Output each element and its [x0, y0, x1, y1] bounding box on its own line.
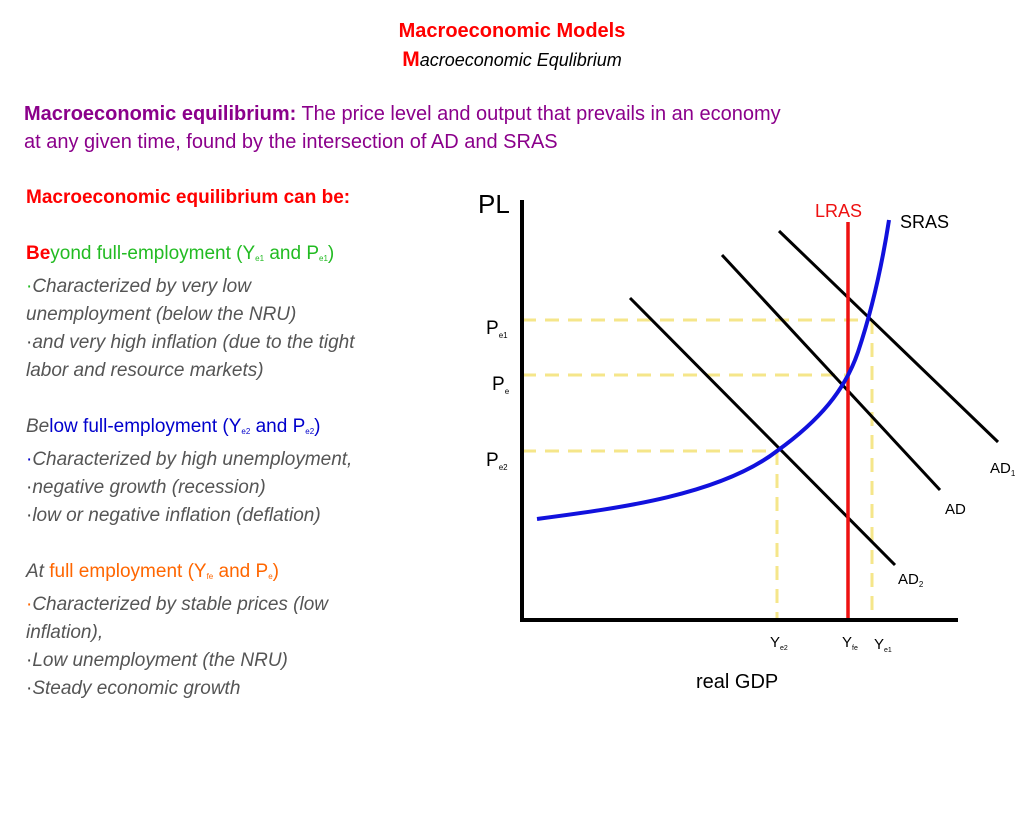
below-mid: and P: [250, 416, 306, 437]
list-item: ·and very high inflation (due to the tig…: [26, 332, 355, 353]
below-prefix: Be: [26, 416, 50, 437]
list-item: ·Low unemployment (the NRU): [26, 650, 288, 671]
at-text: full employment (Y: [43, 561, 207, 582]
beyond-text: yond full-employment (Y: [50, 243, 256, 264]
lras-label: LRAS: [815, 201, 862, 221]
x-axis-label: real GDP: [696, 671, 778, 693]
at-mid: and P: [213, 561, 269, 582]
axes: [520, 200, 958, 622]
page-title: Macroeconomic Models: [398, 20, 626, 42]
at-close: ): [272, 561, 279, 582]
ad-label: AD: [945, 501, 966, 518]
beyond-full-employment-heading: Beyond full-employment (Ye1 and Pe1): [26, 240, 446, 273]
ad-curve: [720, 253, 942, 492]
pe1-label: Pe1: [486, 318, 508, 340]
list-item: ·Characterized by very low: [26, 276, 251, 297]
beyond-sub-p: e1: [319, 254, 328, 263]
at-sub-y: fe: [206, 572, 214, 581]
subtitle-initial: M: [402, 48, 420, 71]
equilibrium-types-list: Macroeconomic equilibrium can be: Beyond…: [26, 184, 446, 703]
pe-label: Pe: [492, 374, 510, 396]
ad1-label: AD1: [990, 460, 1016, 478]
pe2-label: Pe2: [486, 450, 508, 472]
sras-curve: [536, 219, 891, 521]
list-item: ·Characterized by stable prices (low: [26, 594, 329, 615]
page-subtitle: Macroeconomic Equlibrium: [0, 48, 1024, 72]
below-sub-y: e2: [241, 427, 251, 436]
definition-paragraph: Macroeconomic equilibrium: The price lev…: [24, 100, 984, 156]
list-item: ·Steady economic growth: [26, 678, 241, 699]
list-item: ·Characterized by high unemployment,: [26, 449, 353, 470]
y-axis-label: PL: [478, 189, 510, 219]
ad2-label: AD2: [898, 571, 924, 589]
beyond-close: ): [327, 243, 335, 264]
list-heading: Macroeconomic equilibrium can be:: [26, 187, 351, 208]
beyond-mid: and P: [264, 243, 320, 264]
below-close: ): [314, 416, 321, 437]
ye1-label: Ye1: [874, 636, 892, 654]
sras-label: SRAS: [900, 212, 949, 232]
definition-term: Macroeconomic equilibrium:: [24, 103, 297, 125]
ad1-curve: [777, 229, 1000, 444]
ad2-curve: [628, 296, 897, 567]
at-sub-p: e: [268, 572, 273, 581]
list-item: ·low or negative inflation (deflation): [26, 505, 321, 526]
at-full-employment-heading: At full employment (Yfe and Pe): [26, 558, 446, 591]
beyond-prefix: Be: [26, 243, 51, 264]
below-full-employment-heading: Below full-employment (Ye2 and Pe2): [26, 413, 446, 446]
list-item: ·negative growth (recession): [26, 477, 266, 498]
below-text: low full-employment (Y: [49, 416, 242, 437]
at-prefix: At: [26, 561, 44, 582]
ye2-label: Ye2: [770, 634, 788, 652]
list-item: unemployment (below the NRU): [26, 304, 297, 325]
below-sub-p: e2: [305, 427, 315, 436]
guide-lines: [522, 318, 874, 620]
definition-line-2: at any given time, found by the intersec…: [24, 131, 558, 153]
definition-line-1: The price level and output that prevails…: [296, 103, 781, 125]
list-item: labor and resource markets): [26, 360, 264, 381]
beyond-sub-y: e1: [255, 254, 265, 263]
yfe-label: Yfe: [842, 634, 858, 652]
list-item: inflation),: [26, 622, 104, 643]
subtitle-rest: acroeconomic Equlibrium: [419, 50, 622, 70]
ad-curves: [628, 229, 1000, 567]
